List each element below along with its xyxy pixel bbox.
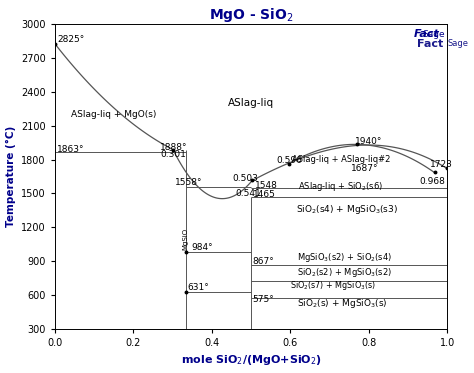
Text: 631°: 631° (188, 283, 209, 292)
Text: 2825°: 2825° (57, 35, 84, 44)
Text: SiO$_2$(s7) + MgSiO$_3$(s): SiO$_2$(s7) + MgSiO$_3$(s) (290, 279, 376, 292)
Text: 1940°: 1940° (355, 137, 383, 146)
Text: SiO$_2$(s4) + MgSiO$_3$(s3): SiO$_2$(s4) + MgSiO$_3$(s3) (296, 203, 398, 216)
Text: 575°: 575° (252, 295, 274, 304)
Text: 0.503: 0.503 (233, 174, 258, 183)
Text: ASlag-liq + MgO(s): ASlag-liq + MgO(s) (71, 110, 156, 119)
Text: Fact: Fact (417, 39, 443, 49)
X-axis label: mole SiO$_2$/(MgO+SiO$_2$): mole SiO$_2$/(MgO+SiO$_2$) (181, 354, 321, 367)
Text: ASlag-liq + SiO$_2$(s6): ASlag-liq + SiO$_2$(s6) (298, 179, 383, 192)
Text: 1888°: 1888° (160, 142, 188, 152)
Text: ASlag-liq + ASlag-liq#2: ASlag-liq + ASlag-liq#2 (292, 155, 391, 164)
Text: 0.541: 0.541 (236, 189, 261, 198)
Text: 1687°: 1687° (351, 164, 379, 173)
Text: 1548: 1548 (255, 181, 278, 190)
Text: 0.968: 0.968 (419, 177, 445, 186)
Text: 0.596: 0.596 (276, 156, 302, 165)
Text: 984°: 984° (191, 244, 213, 253)
Text: 0.301: 0.301 (160, 150, 186, 159)
Text: 1465: 1465 (254, 190, 276, 199)
Text: MgSiO$_3$(s2) + SiO$_2$(s4): MgSiO$_3$(s2) + SiO$_2$(s4) (297, 251, 392, 264)
Text: MgSiO: MgSiO (182, 228, 189, 250)
Text: SiO$_2$(s2) + MgSiO$_3$(s2): SiO$_2$(s2) + MgSiO$_3$(s2) (297, 266, 392, 279)
Text: 867°: 867° (252, 257, 274, 266)
Y-axis label: Temperature (°C): Temperature (°C) (6, 126, 16, 227)
Text: 1558°: 1558° (175, 178, 203, 187)
Title: MgO - SiO$_2$: MgO - SiO$_2$ (209, 6, 293, 23)
Text: ASlag-liq: ASlag-liq (228, 98, 274, 108)
Text: Sage: Sage (422, 30, 445, 39)
Text: Sage: Sage (447, 39, 468, 48)
Text: 1723: 1723 (430, 160, 453, 169)
Text: SiO$_2$(s) + MgSiO$_3$(s): SiO$_2$(s) + MgSiO$_3$(s) (297, 297, 388, 310)
Text: 1863°: 1863° (57, 145, 84, 154)
Text: Fact: Fact (413, 29, 439, 39)
